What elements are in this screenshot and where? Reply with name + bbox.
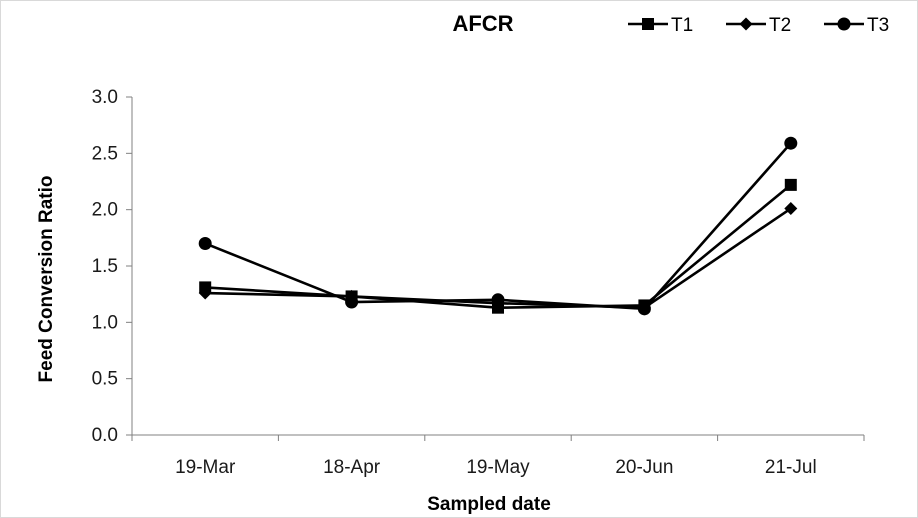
x-tick-label: 19-Mar bbox=[175, 457, 236, 478]
y-tick-label: 1.0 bbox=[92, 312, 118, 333]
data-point-t3 bbox=[784, 136, 798, 150]
legend-label: T2 bbox=[769, 15, 791, 36]
y-axis-title: Feed Conversion Ratio bbox=[36, 176, 57, 383]
legend-item-t2: T2 bbox=[726, 15, 791, 36]
x-tick-label: 18-Apr bbox=[323, 457, 381, 478]
series-line-t1 bbox=[205, 183, 792, 309]
series-t3 bbox=[198, 136, 798, 316]
legend-label: T3 bbox=[867, 15, 889, 36]
legend-item-t3: T3 bbox=[824, 15, 889, 36]
data-point-t2 bbox=[198, 286, 212, 300]
y-tick-label: 0.5 bbox=[92, 369, 118, 390]
chart-title: AFCR bbox=[452, 11, 513, 36]
data-point-t2 bbox=[784, 202, 798, 216]
data-point-t3 bbox=[491, 293, 505, 307]
series-line-t3 bbox=[204, 142, 792, 311]
legend-label: T1 bbox=[671, 15, 693, 36]
x-axis-title: Sampled date bbox=[427, 494, 551, 515]
data-point-t3 bbox=[637, 302, 651, 316]
legend-item-t1: T1 bbox=[628, 15, 693, 36]
legend: T1 T2 T3 bbox=[628, 15, 889, 36]
data-point-t1 bbox=[784, 178, 797, 191]
x-tick-label: 21-Jul bbox=[765, 457, 817, 478]
y-tick-label: 1.5 bbox=[92, 256, 118, 277]
y-tick-label: 0.0 bbox=[92, 425, 118, 446]
y-tick-label: 2.5 bbox=[92, 143, 118, 164]
data-point-t3 bbox=[345, 295, 359, 309]
axes: 0.0 0.5 1.0 1.5 2.0 2.5 3.0 19-Mar 18-Apr 19-May 2… bbox=[92, 87, 865, 478]
legend-marker-circle bbox=[837, 17, 851, 31]
data-point-t3 bbox=[198, 236, 212, 250]
y-tick-label: 2.0 bbox=[92, 200, 118, 221]
legend-marker-square bbox=[642, 18, 654, 30]
x-tick-label: 19-May bbox=[466, 457, 530, 478]
series-layer bbox=[198, 136, 798, 316]
x-tick-label: 20-Jun bbox=[615, 457, 673, 478]
legend-marker-diamond bbox=[739, 17, 753, 31]
y-tick-label: 3.0 bbox=[92, 87, 118, 108]
